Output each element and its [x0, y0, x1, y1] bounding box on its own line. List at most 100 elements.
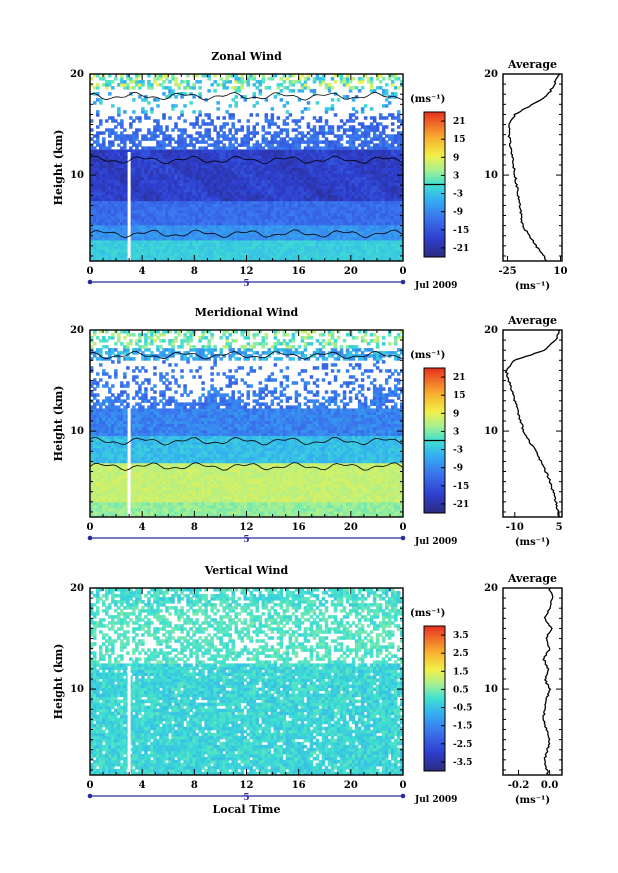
heatmap-cell: [201, 221, 205, 226]
heatmap-cell: [303, 206, 308, 211]
heatmap-cell: [318, 233, 323, 238]
heatmap-cell: [240, 164, 244, 168]
heatmap-cell: [279, 197, 284, 202]
heatmap-cell: [111, 149, 115, 153]
heatmap-cell: [318, 176, 323, 181]
heatmap-cell: [366, 257, 371, 262]
heatmap-cell: [210, 83, 214, 87]
heatmap-cell: [237, 215, 241, 220]
heatmap-cell: [147, 227, 151, 232]
heatmap-cell: [315, 230, 320, 235]
heatmap-cell: [99, 191, 103, 196]
heatmap-cell: [255, 227, 260, 232]
heatmap-cell: [183, 236, 187, 241]
heatmap-cell: [333, 227, 338, 232]
heatmap-cell: [123, 230, 127, 235]
heatmap-cell: [384, 155, 389, 159]
heatmap-cell: [114, 242, 118, 247]
heatmap-cell: [102, 248, 106, 253]
heatmap-cell: [243, 188, 247, 193]
heatmap-cell: [363, 233, 368, 238]
heatmap-cell: [315, 191, 320, 196]
heatmap-cell: [357, 212, 362, 217]
heatmap-cell: [351, 233, 356, 238]
heatmap-cell: [303, 221, 308, 226]
heatmap-cell: [372, 233, 377, 238]
heatmap-cell: [153, 194, 157, 199]
heatmap-cell: [180, 194, 184, 199]
heatmap-cell: [267, 173, 272, 178]
heatmap-cell: [186, 224, 190, 229]
heatmap-cell: [291, 191, 296, 196]
heatmap-cell: [123, 245, 127, 250]
heatmap-cell: [141, 257, 145, 262]
heatmap-cell: [135, 191, 139, 196]
heatmap-cell: [303, 149, 308, 153]
heatmap-cell: [258, 155, 263, 159]
heatmap-cell: [384, 116, 389, 120]
heatmap-cell: [351, 236, 356, 241]
heatmap-cell: [273, 122, 278, 126]
heatmap-cell: [363, 245, 368, 250]
heatmap-cell: [267, 203, 272, 208]
heatmap-cell: [279, 170, 284, 175]
heatmap-cell: [183, 230, 187, 235]
heatmap-cell: [396, 215, 401, 220]
heatmap-cell: [339, 212, 344, 217]
heatmap-cell: [276, 212, 281, 217]
heatmap-cell: [294, 233, 299, 238]
heatmap-cell: [354, 164, 359, 168]
heatmap-cell: [312, 221, 317, 226]
heatmap-cell: [285, 194, 290, 199]
heatmap-cell: [201, 248, 205, 253]
heatmap-cell: [399, 251, 404, 256]
heatmap-cell: [330, 242, 335, 247]
heatmap-cell: [252, 236, 257, 241]
heatmap-cell: [159, 77, 163, 81]
heatmap-cell: [378, 251, 383, 256]
heatmap-cell: [150, 236, 154, 241]
heatmap-cell: [195, 245, 199, 250]
colorbar-tick-label: 21: [453, 117, 466, 127]
heatmap-cell: [384, 161, 389, 165]
heatmap-cell: [333, 113, 338, 117]
heatmap-cell: [327, 152, 332, 156]
heatmap-cell: [261, 185, 266, 190]
heatmap-cell: [258, 215, 263, 220]
heatmap-cell: [147, 74, 151, 78]
heatmap-cell: [117, 233, 121, 238]
heatmap-cell: [360, 254, 365, 259]
heatmap-cell: [309, 212, 314, 217]
heatmap-cell: [282, 119, 287, 123]
heatmap-cell: [243, 194, 247, 199]
heatmap-cell: [291, 197, 296, 202]
heatmap-cell: [330, 146, 335, 150]
heatmap-cell: [357, 164, 362, 168]
heatmap-cell: [330, 164, 335, 168]
heatmap-cell: [156, 176, 160, 181]
heatmap-cell: [192, 155, 196, 159]
heatmap-cell: [135, 137, 139, 141]
heatmap-cell: [111, 86, 115, 90]
heatmap-cell: [219, 83, 223, 87]
heatmap-cell: [123, 197, 127, 202]
heatmap-cell: [120, 170, 124, 175]
heatmap-cell: [315, 140, 320, 144]
heatmap-cell: [369, 233, 374, 238]
heatmap-cell: [297, 98, 302, 102]
heatmap-cell: [240, 77, 244, 81]
heatmap-cell: [219, 230, 223, 235]
heatmap-cell: [183, 155, 187, 159]
heatmap-cell: [150, 167, 154, 172]
heatmap-cell: [210, 173, 214, 178]
heatmap-cell: [135, 74, 139, 78]
heatmap-cell: [210, 236, 214, 241]
heatmap-cell: [327, 128, 332, 132]
heatmap-cell: [282, 218, 287, 223]
heatmap-cell: [339, 197, 344, 202]
heatmap-cell: [276, 209, 281, 214]
heatmap-cell: [387, 215, 392, 220]
heatmap-cell: [345, 167, 350, 172]
heatmap-cell: [144, 257, 148, 262]
heatmap-cell: [333, 185, 338, 190]
